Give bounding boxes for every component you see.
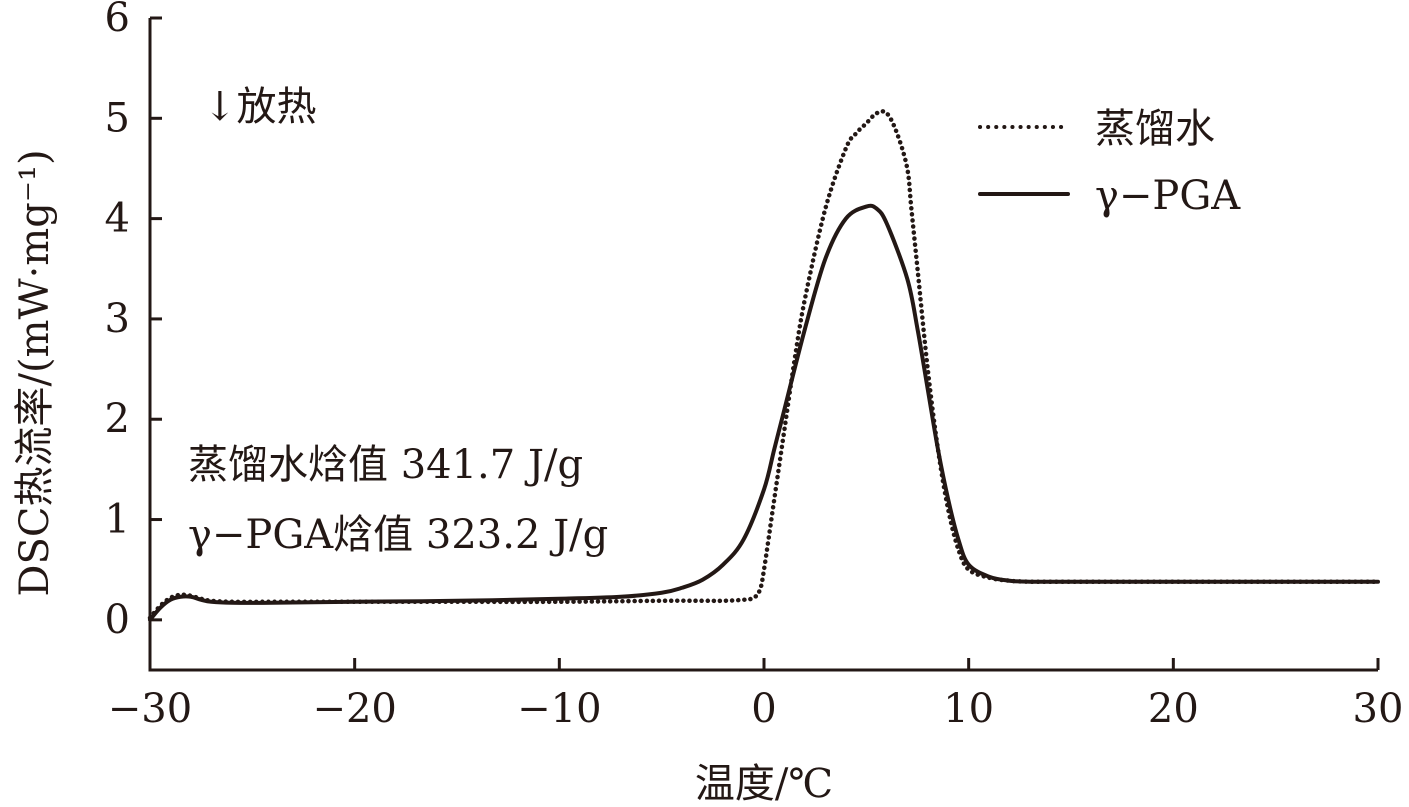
y-tick-label: 4 (105, 196, 130, 242)
x-tick-label: 10 (943, 686, 994, 732)
y-tick-label: 5 (105, 95, 130, 141)
legend-label: γ−PGA (1095, 173, 1241, 219)
y-tick-label: 6 (105, 0, 130, 41)
y-tick-label: 3 (105, 296, 130, 342)
y-axis-title: DSC热流率/(mW·mg⁻¹) (12, 149, 58, 596)
x-tick-label: 20 (1148, 686, 1199, 732)
x-tick-label: −20 (312, 686, 396, 732)
annotation-exotherm: ↓放热 (203, 84, 317, 130)
labels-layer: ↓放热 蒸馏水焓值 341.7 J/g γ−PGA焓值 323.2 J/g 温度… (12, 84, 833, 807)
legend-entry-distilled-water: 蒸馏水 (978, 106, 1215, 152)
y-tick-label: 2 (105, 396, 130, 442)
y-tick-label: 1 (105, 497, 130, 543)
y-tick-label: 0 (105, 597, 130, 643)
annotation-enthalpy-water: 蒸馏水焓值 341.7 J/g (188, 442, 583, 488)
x-axis-title: 温度/℃ (695, 761, 833, 807)
annotation-enthalpy-pga: γ−PGA焓值 323.2 J/g (188, 512, 608, 558)
series-line-gamma-pga (148, 203, 1380, 622)
x-tick-label: −30 (108, 686, 192, 732)
legend-entry-gamma-pga: γ−PGA (978, 173, 1241, 219)
axes: −30 −20 −10 0 10 20 30 0 1 2 3 4 5 6 (105, 0, 1404, 732)
series-layer (147, 109, 1381, 622)
legend-label: 蒸馏水 (1095, 106, 1215, 152)
x-tick-label: −10 (517, 686, 601, 732)
x-tick-label: 30 (1353, 686, 1404, 732)
x-tick-label: 0 (751, 686, 776, 732)
legend: 蒸馏水 γ−PGA (978, 106, 1241, 219)
